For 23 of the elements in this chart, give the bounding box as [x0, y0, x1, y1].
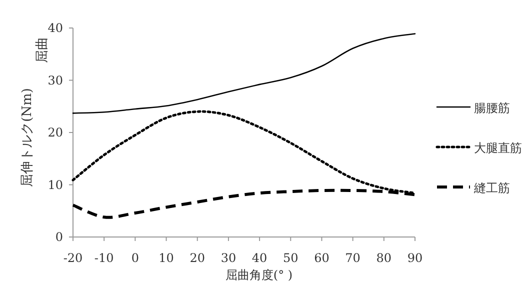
x-tick-label: 20 [190, 251, 206, 265]
x-tick-label: 0 [131, 251, 139, 265]
legend-label: 大腿直筋 [474, 141, 522, 155]
text: 屈曲 [35, 37, 50, 63]
y-tick-label: 0 [55, 230, 63, 244]
y-axis-title: 屈伸トルク(Nm) [20, 88, 35, 187]
x-tick-label: 10 [158, 251, 174, 265]
x-tick-label: 60 [314, 251, 330, 265]
y-tick-label: 20 [48, 126, 63, 140]
x-axis-title: 屈曲角度(° ) [225, 268, 293, 282]
legend-label: 縫工筋 [473, 181, 510, 195]
y-tick-label: 40 [48, 21, 63, 35]
x-tick-label: 50 [282, 251, 298, 265]
y-tick-label: 10 [48, 178, 63, 192]
y-tick-label: 30 [48, 73, 63, 88]
legend-label: 腸腰筋 [474, 101, 510, 115]
x-tick-label: -20 [63, 251, 83, 265]
x-tick-label: 70 [345, 251, 360, 265]
x-tick-label: 40 [252, 251, 268, 265]
x-tick-label: -10 [94, 251, 114, 265]
x-tick-label: 30 [220, 251, 236, 265]
x-tick-label: 80 [376, 251, 392, 265]
x-tick-label: 90 [407, 251, 423, 265]
